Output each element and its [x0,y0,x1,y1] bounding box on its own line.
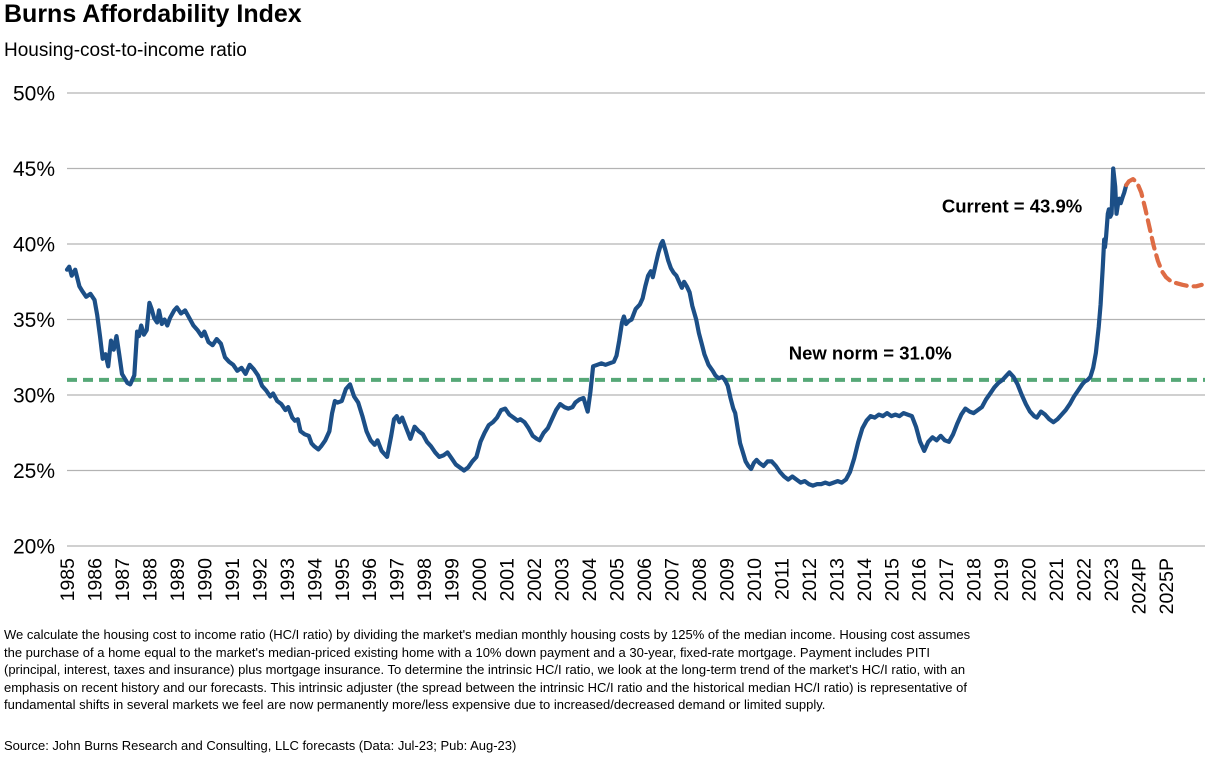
chart-annotation: New norm = 31.0% [789,343,952,364]
x-axis-tick-label: 1997 [387,558,409,601]
x-axis-tick-label: 2009 [716,558,738,601]
x-axis-tick-label: 1985 [57,558,79,602]
page-subtitle: Housing-cost-to-income ratio [4,40,247,61]
x-axis-tick-label: 2015 [881,558,903,602]
chart-annotation: Current = 43.9% [942,195,1082,216]
x-axis-tick-label: 2020 [1019,558,1041,602]
x-axis-tick-label: 1999 [442,558,464,601]
x-axis-tick-label: 1993 [277,558,299,601]
x-axis-tick-label: 2000 [469,558,491,602]
x-axis-tick-label: 1989 [167,558,189,601]
affordability-chart: 50% 45% 40% 35% 30% 25% 20%1985 1986 1987 1988 198… [13,83,1205,614]
y-axis-tick-label: 35% [13,309,55,332]
source-note: Source: John Burns Research and Consulti… [4,738,517,753]
x-axis-tick-label: 1991 [222,558,244,601]
x-axis-tick-label: 2018 [964,558,986,601]
actual-line [64,166,1129,488]
page-title: Burns Affordability Index [4,0,302,28]
y-axis-tick-label: 40% [13,234,55,257]
chart-area: 50% 45% 40% 35% 30% 25% 20% 1985 1986 1987 1988 198… [0,66,1224,626]
x-axis-tick-label: 2007 [662,558,684,601]
x-axis-tick-label: 2025P [1156,558,1178,614]
x-axis-tick-label: 1996 [359,558,381,601]
x-axis-tick-label: 2019 [991,558,1013,601]
x-axis-tick-label: 1995 [332,558,354,602]
y-axis-tick-label: 20% [13,536,55,559]
x-axis-tick-label: 2012 [799,558,821,601]
x-axis-tick-label: 1994 [304,558,326,602]
x-axis-tick-label: 2024P [1129,558,1151,614]
x-axis-tick-label: 2005 [607,558,629,602]
x-axis-tick-label: 2002 [524,558,546,601]
x-axis-tick-label: 2011 [771,558,793,600]
x-axis-tick-label: 2004 [579,558,601,602]
x-axis-tick-label: 2003 [552,558,574,601]
x-axis-tick-label: 1987 [112,558,134,601]
x-axis-tick-label: 1988 [139,558,161,601]
y-axis-tick-label: 30% [13,385,55,408]
x-axis-tick-label: 2016 [909,558,931,601]
x-axis-tick-label: 2001 [497,558,519,601]
x-axis-tick-label: 2021 [1046,558,1068,601]
x-axis-tick-label: 2013 [826,558,848,601]
x-axis-tick-label: 2014 [854,558,876,602]
x-axis-tick-label: 2010 [744,558,766,602]
x-axis-tick-label: 2006 [634,558,656,601]
forecast-line [1124,176,1204,289]
x-axis-tick-label: 2023 [1101,558,1123,601]
methodology-note: We calculate the housing cost to income … [4,627,971,712]
x-axis-tick-label: 2017 [936,558,958,601]
x-axis-tick-label: 1990 [194,558,216,602]
x-axis-tick-label: 2008 [689,558,711,601]
y-axis-tick-label: 50% [13,83,55,106]
y-axis-tick-label: 25% [13,460,55,483]
x-axis-tick-label: 1986 [85,558,107,601]
x-axis-tick-label: 1992 [249,558,271,601]
y-axis-tick-label: 45% [13,158,55,181]
x-axis-tick-label: 2022 [1074,558,1096,601]
x-axis-tick-label: 1998 [414,558,436,601]
